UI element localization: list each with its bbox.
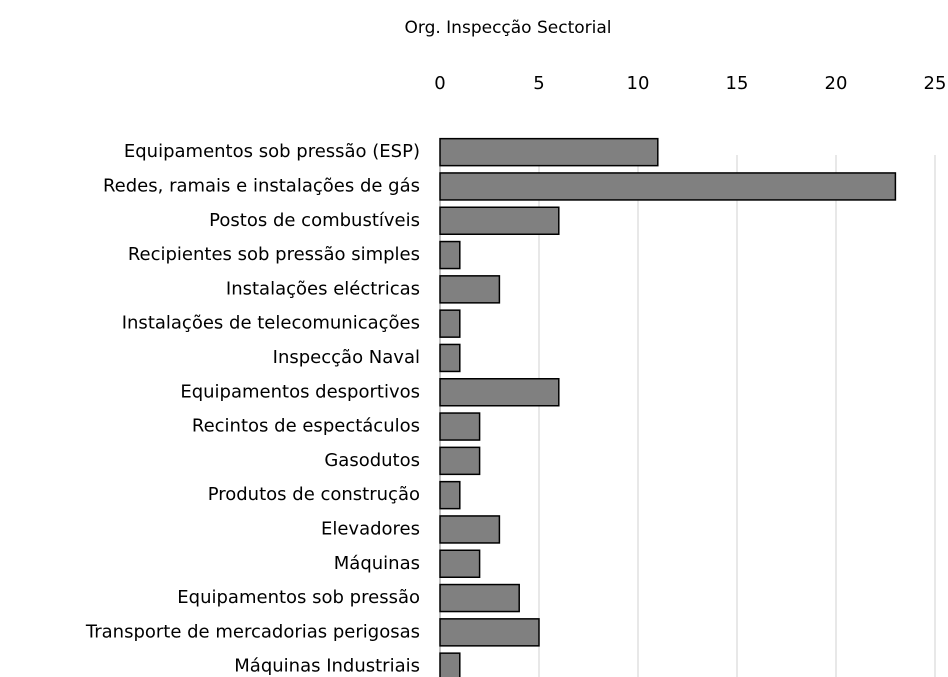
bar: [439, 412, 481, 441]
bar: [439, 240, 461, 270]
y-tick-label: Transporte de mercadorias perigosas: [85, 621, 420, 642]
bar: [439, 378, 560, 407]
bar: [439, 549, 481, 578]
bar: [439, 480, 461, 510]
bar: [439, 515, 501, 544]
y-tick-label: Recipientes sob pressão simples: [128, 244, 420, 265]
y-tick-label: Equipamentos sob pressão (ESP): [124, 141, 420, 162]
x-tick-label: 10: [627, 73, 650, 94]
bar: [439, 652, 461, 677]
bar: [439, 309, 461, 338]
y-tick-label: Instalações eléctricas: [226, 278, 420, 299]
bar: [439, 446, 481, 476]
bar: [439, 275, 501, 304]
y-tick-label: Instalações de telecomunicações: [122, 313, 420, 334]
x-tick-label: 25: [924, 73, 947, 94]
bar: [439, 172, 897, 201]
y-tick-label: Equipamentos desportivos: [180, 381, 420, 402]
x-tick-label: 15: [726, 73, 749, 94]
chart-title: Org. Inspecção Sectorial: [405, 18, 612, 38]
y-tick-label: Elevadores: [321, 518, 420, 539]
y-tick-label: Produtos de construção: [208, 484, 420, 505]
y-tick-label: Redes, ramais e instalações de gás: [103, 175, 420, 196]
y-tick-label: Recintos de espectáculos: [192, 416, 420, 437]
x-tick-label: 5: [533, 73, 544, 94]
x-tick-label: 20: [825, 73, 848, 94]
y-tick-label: Gasodutos: [324, 450, 420, 471]
y-tick-label: Postos de combustíveis: [209, 210, 420, 231]
bar: [439, 206, 560, 235]
bar: [439, 583, 520, 613]
bar: [439, 343, 461, 373]
x-tick-label: 0: [434, 73, 445, 94]
y-tick-label: Inspecção Naval: [273, 347, 420, 368]
bar: [439, 137, 659, 167]
bar: [439, 618, 540, 647]
y-tick-label: Máquinas Industriais: [234, 656, 420, 677]
y-tick-label: Máquinas: [334, 553, 420, 574]
y-tick-label: Equipamentos sob pressão: [177, 587, 420, 608]
